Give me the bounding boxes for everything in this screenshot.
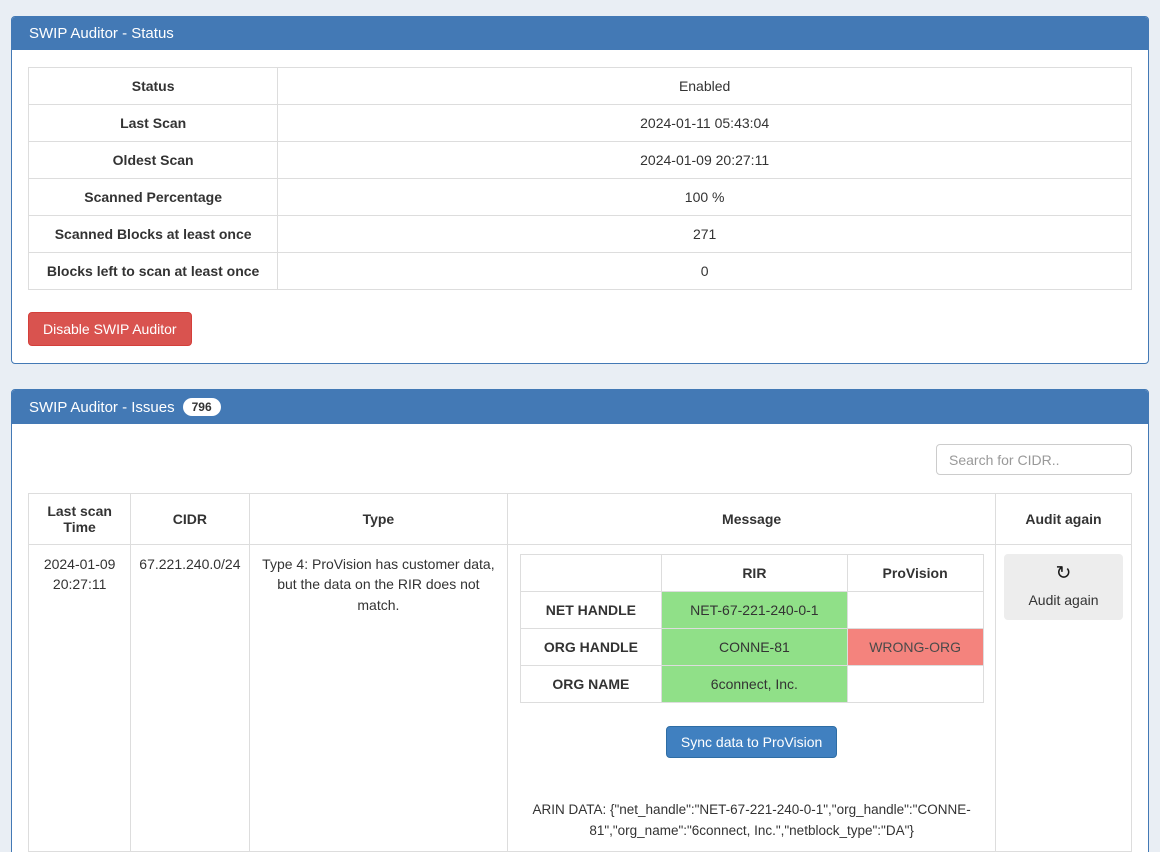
- issue-audit-cell: ↻ Audit again: [994, 544, 1133, 852]
- status-row: Last Scan 2024-01-11 05:43:04: [27, 104, 1132, 142]
- audit-again-button[interactable]: ↻ Audit again: [1003, 554, 1123, 620]
- status-row-label: Oldest Scan: [27, 141, 279, 179]
- audit-again-label: Audit again: [1028, 591, 1099, 608]
- compare-row-org-name: ORG NAME 6connect, Inc.: [519, 665, 984, 703]
- compare-provision-value: WRONG-ORG: [846, 628, 984, 666]
- issue-last-scan-time: 2024-01-09 20:27:11: [27, 544, 132, 852]
- header-audit-again: Audit again: [994, 493, 1133, 545]
- compare-row-label: ORG HANDLE: [519, 628, 663, 666]
- status-row-value: 100 %: [277, 178, 1132, 216]
- issues-panel-body: Last scan Time CIDR Type Message Audit a…: [12, 424, 1148, 852]
- compare-row-net-handle: NET HANDLE NET-67-221-240-0-1: [519, 591, 984, 629]
- rir-provision-compare-table: RIR ProVision NET HANDLE NET-67-221-240-…: [519, 554, 984, 703]
- status-row-value: 0: [277, 252, 1132, 290]
- issue-row: 2024-01-09 20:27:11 67.221.240.0/24 Type…: [27, 544, 1133, 852]
- issues-panel: SWIP Auditor - Issues 796 Last scan Time…: [11, 389, 1149, 852]
- refresh-icon: ↻: [1055, 563, 1072, 584]
- status-row: Scanned Blocks at least once 271: [27, 215, 1132, 253]
- status-panel-title: SWIP Auditor - Status: [29, 25, 174, 42]
- arin-data-text: ARIN DATA: {"net_handle":"NET-67-221-240…: [532, 802, 971, 838]
- issue-message-cell: RIR ProVision NET HANDLE NET-67-221-240-…: [507, 544, 996, 852]
- sync-button-wrap: Sync data to ProVision: [516, 726, 987, 758]
- issues-table-header-row: Last scan Time CIDR Type Message Audit a…: [27, 493, 1133, 545]
- disable-swip-auditor-button[interactable]: Disable SWIP Auditor: [28, 312, 192, 346]
- compare-rir-value: 6connect, Inc.: [661, 665, 848, 703]
- status-row-label: Scanned Blocks at least once: [27, 215, 279, 253]
- search-row: [28, 444, 1132, 475]
- compare-provision-value: [846, 591, 984, 629]
- status-row: Status Enabled: [27, 67, 1132, 105]
- status-row-label: Blocks left to scan at least once: [27, 252, 279, 290]
- issues-count-badge: 796: [182, 398, 221, 416]
- status-table: Status Enabled Last Scan 2024-01-11 05:4…: [27, 67, 1132, 290]
- compare-header-row: RIR ProVision: [519, 554, 984, 592]
- status-row-label: Status: [27, 67, 279, 105]
- sync-data-to-provision-button[interactable]: Sync data to ProVision: [665, 726, 838, 758]
- status-row-label: Scanned Percentage: [27, 178, 279, 216]
- issues-table: Last scan Time CIDR Type Message Audit a…: [27, 493, 1133, 852]
- status-panel-header: SWIP Auditor - Status: [12, 17, 1148, 50]
- header-cidr: CIDR: [130, 493, 250, 545]
- compare-row-org-handle: ORG HANDLE CONNE-81 WRONG-ORG: [519, 628, 984, 666]
- header-last-scan-time: Last scan Time: [27, 493, 132, 545]
- header-type: Type: [248, 493, 509, 545]
- status-row-value: 271: [277, 215, 1132, 253]
- compare-row-label: ORG NAME: [519, 665, 663, 703]
- status-row: Scanned Percentage 100 %: [27, 178, 1132, 216]
- status-row-value: Enabled: [277, 67, 1132, 105]
- status-row: Oldest Scan 2024-01-09 20:27:11: [27, 141, 1132, 179]
- issue-type: Type 4: ProVision has customer data, but…: [248, 544, 509, 852]
- status-panel: SWIP Auditor - Status Status Enabled Las…: [11, 16, 1149, 364]
- compare-header-provision: ProVision: [846, 554, 984, 592]
- compare-row-label: NET HANDLE: [519, 591, 663, 629]
- compare-provision-value: [846, 665, 984, 703]
- compare-header-rir: RIR: [661, 554, 848, 592]
- compare-rir-value: CONNE-81: [661, 628, 848, 666]
- compare-rir-value: NET-67-221-240-0-1: [661, 591, 848, 629]
- status-row-label: Last Scan: [27, 104, 279, 142]
- compare-empty-header: [519, 554, 663, 592]
- header-message: Message: [507, 493, 996, 545]
- status-row: Blocks left to scan at least once 0: [27, 252, 1132, 290]
- status-row-value: 2024-01-11 05:43:04: [277, 104, 1132, 142]
- status-panel-body: Status Enabled Last Scan 2024-01-11 05:4…: [12, 50, 1148, 363]
- cidr-search-input[interactable]: [936, 444, 1132, 475]
- issues-panel-title: SWIP Auditor - Issues: [29, 398, 175, 416]
- issues-panel-header: SWIP Auditor - Issues 796: [12, 390, 1148, 424]
- status-row-value: 2024-01-09 20:27:11: [277, 141, 1132, 179]
- issue-cidr: 67.221.240.0/24: [130, 544, 250, 852]
